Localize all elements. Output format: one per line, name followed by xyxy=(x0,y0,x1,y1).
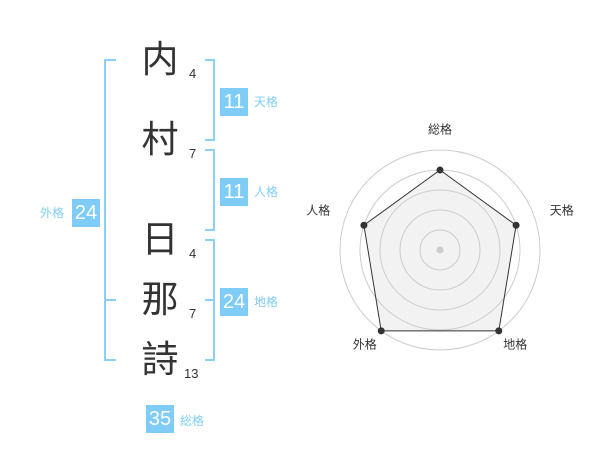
radar-outline xyxy=(363,169,517,332)
stroke-count-2: 7 xyxy=(189,146,197,161)
stroke-count-1: 4 xyxy=(189,66,197,81)
jinkaku-bracket xyxy=(205,149,215,231)
radar-point xyxy=(360,221,368,229)
chikaku-bracket-tick xyxy=(205,299,215,301)
soukaku-label: 総格 xyxy=(180,414,205,428)
name-char-1: 内 xyxy=(141,38,179,81)
name-char-4: 那 xyxy=(141,278,179,321)
jinkaku-label: 人格 xyxy=(254,185,279,199)
radar-point xyxy=(495,327,503,335)
soukaku-value: 35 xyxy=(146,405,174,433)
chikaku-label: 地格 xyxy=(254,295,279,309)
radar-grid-ring xyxy=(419,229,461,271)
radar-axis-label: 人格 xyxy=(306,203,331,218)
name-char-5: 詩 xyxy=(141,338,179,381)
radar-axis-label: 総格 xyxy=(427,122,453,137)
gaikaku-label: 外格 xyxy=(40,206,65,220)
gaikaku-bracket-tick xyxy=(106,299,116,301)
radar-axis-label: 外格 xyxy=(352,337,377,352)
radar-point xyxy=(377,327,385,335)
gaikaku-value: 24 xyxy=(72,199,100,227)
name-char-3: 日 xyxy=(141,218,179,261)
stroke-count-5: 13 xyxy=(184,366,199,381)
tenkaku-bracket xyxy=(205,59,215,141)
radar-axis-label: 天格 xyxy=(549,203,574,218)
jinkaku-value: 11 xyxy=(220,178,248,206)
stroke-count-3: 4 xyxy=(189,246,197,261)
radar-point xyxy=(512,221,520,229)
chikaku-value: 24 xyxy=(220,288,248,316)
tenkaku-value: 11 xyxy=(220,88,248,116)
tenkaku-label: 天格 xyxy=(254,95,279,109)
radar-point xyxy=(436,166,444,174)
radar-axis-label: 地格 xyxy=(503,337,528,352)
name-char-2: 村 xyxy=(141,118,179,161)
radar-center-dot xyxy=(436,246,444,254)
radar-grid-ring xyxy=(339,149,541,351)
gaikaku-bracket xyxy=(104,59,116,361)
radar-grid-ring xyxy=(399,209,481,291)
stroke-count-4: 7 xyxy=(189,306,197,321)
radar-grid-ring xyxy=(379,189,501,311)
